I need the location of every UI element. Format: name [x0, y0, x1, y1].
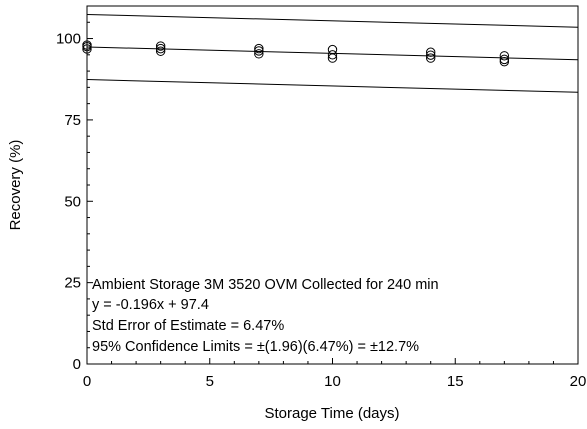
data-point	[426, 53, 436, 63]
y-tick-label: 0	[73, 356, 81, 373]
y-axis-ticks	[87, 5, 93, 365]
annotation-confidence-limits: 95% Confidence Limits = ±(1.96)(6.47%) =…	[92, 339, 419, 355]
data-point	[499, 51, 510, 61]
data-point	[155, 41, 166, 51]
x-tick-label: 0	[83, 373, 91, 390]
data-point	[426, 50, 436, 60]
lower-confidence-limit-line	[86, 79, 579, 93]
y-tick-label: 25	[64, 275, 81, 292]
data-point	[254, 46, 264, 56]
x-tick-label: 5	[206, 373, 214, 390]
data-point	[155, 46, 166, 56]
x-tick-label: 20	[570, 373, 587, 390]
annotation-title: Ambient Storage 3M 3520 OVM Collected fo…	[92, 277, 439, 293]
data-point	[499, 54, 510, 65]
y-tick-label: 100	[56, 31, 81, 48]
x-tick-label: 15	[447, 373, 464, 390]
data-point	[327, 50, 338, 60]
data-points	[82, 40, 510, 67]
data-point	[254, 49, 264, 59]
y-tick-label: 75	[64, 112, 81, 129]
x-axis-tick-labels: 0 5 10 15 20	[83, 373, 587, 390]
y-tick-label: 50	[64, 193, 81, 210]
annotation-std-error: Std Error of Estimate = 6.47%	[92, 318, 284, 334]
y-axis-label: Recovery (%)	[7, 140, 24, 231]
data-point	[327, 44, 338, 55]
x-tick-label: 10	[324, 373, 341, 390]
data-point	[82, 40, 92, 50]
x-axis-label: Storage Time (days)	[264, 405, 399, 422]
annotation-equation: y = -0.196x + 97.4	[92, 297, 209, 313]
data-point	[426, 47, 436, 57]
upper-confidence-limit-line	[86, 13, 579, 28]
data-point	[155, 43, 166, 54]
data-point	[254, 43, 264, 54]
data-point	[499, 56, 510, 67]
x-axis-ticks	[86, 358, 579, 364]
data-point	[82, 44, 92, 54]
y-axis-tick-labels: 0 25 50 75 100	[56, 31, 81, 373]
